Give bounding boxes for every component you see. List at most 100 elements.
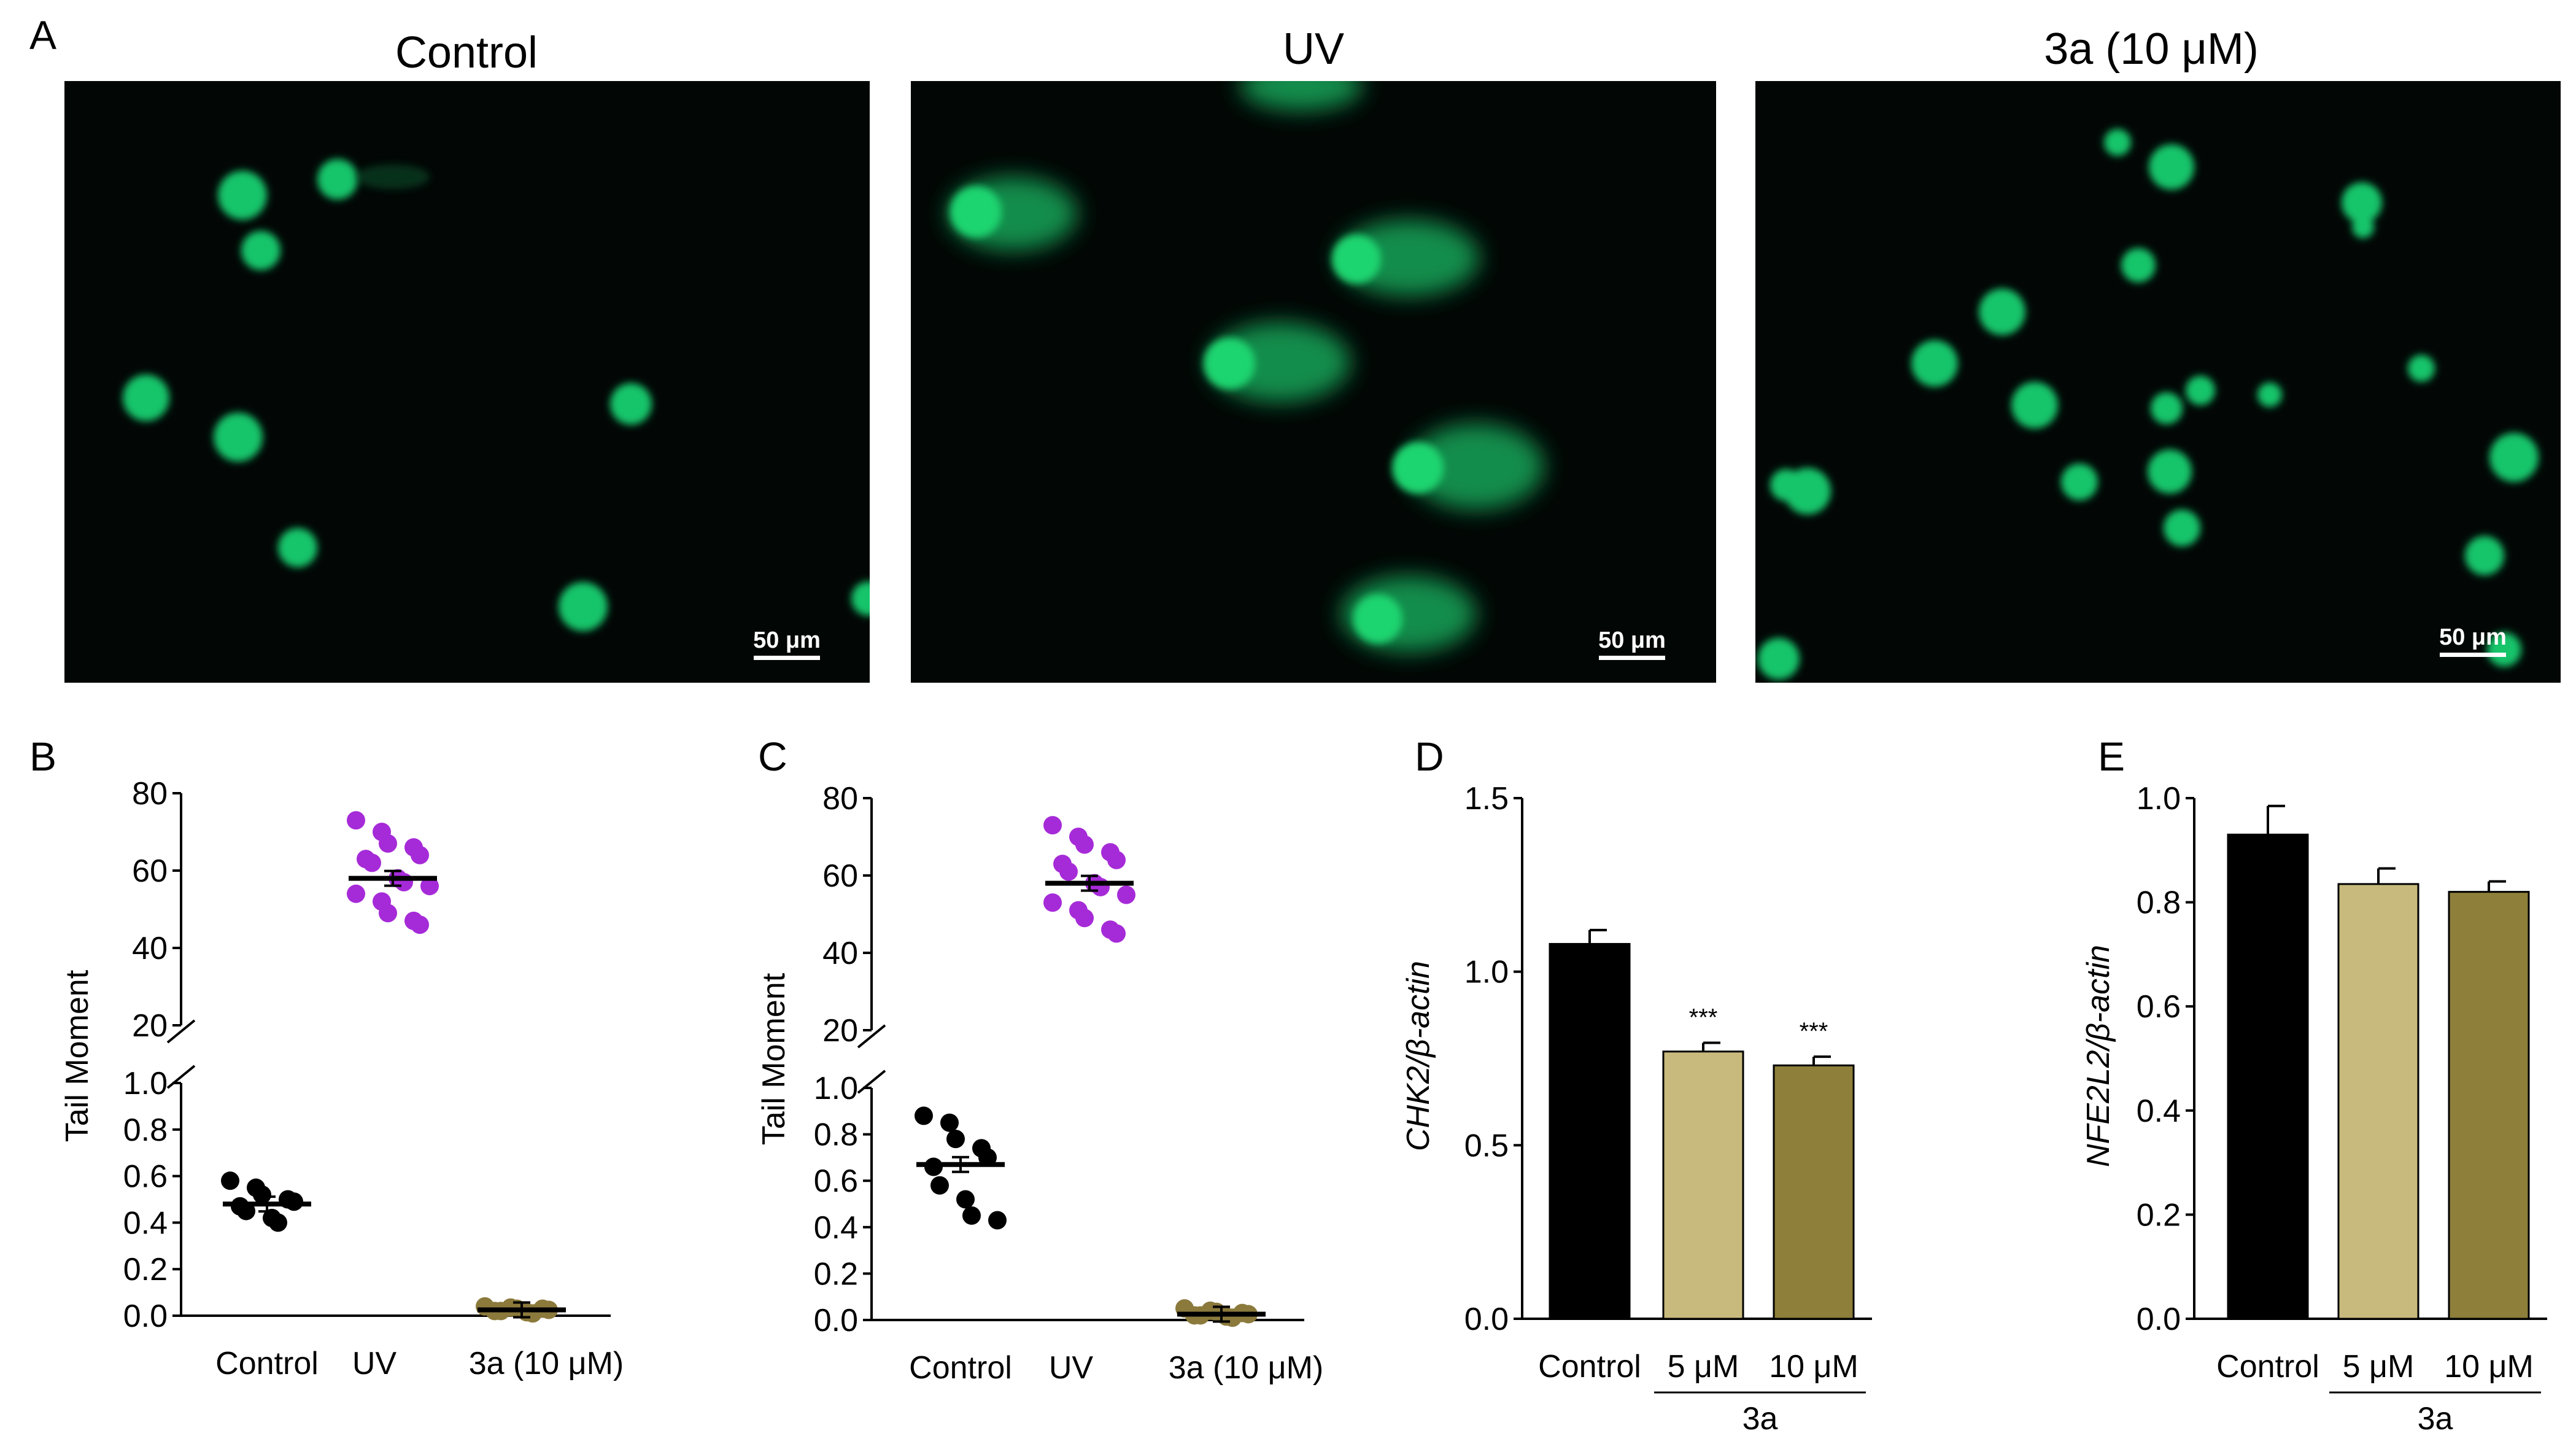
x-tick-label: 3a (10 μM) (1169, 1350, 1323, 1386)
micrograph-3a: 50 μm (1755, 81, 2561, 683)
data-point (379, 904, 397, 923)
y-tick-label: 80 (822, 781, 858, 817)
axis-break-mark (166, 1019, 196, 1044)
x-tick-label: 10 μM (2444, 1349, 2534, 1384)
y-tick-label: 0.8 (2137, 885, 2181, 921)
data-point (1075, 835, 1094, 854)
svg-text:50 μm: 50 μm (1598, 627, 1666, 653)
data-point (379, 834, 397, 853)
micrograph-title-uv: UV (1283, 25, 1344, 74)
x-tick-label: UV (352, 1346, 397, 1381)
y-tick-label: 60 (132, 853, 168, 889)
y-tick-label: 60 (822, 858, 858, 894)
scalebar: 50 μm (753, 627, 821, 660)
panel-label: E (2098, 734, 2125, 779)
nuclei (1758, 129, 2539, 680)
x-tick-label: UV (1049, 1350, 1094, 1386)
y-tick-label: 0.6 (123, 1159, 168, 1195)
y-tick-label: 0.0 (123, 1299, 168, 1334)
data-point (915, 1106, 933, 1125)
x-tick-label: Control (909, 1350, 1012, 1386)
data-point (253, 1185, 271, 1204)
significance-label: *** (1800, 1018, 1828, 1045)
y-tick-label: 0.8 (123, 1112, 168, 1148)
data-point (946, 1130, 965, 1149)
data-point (1117, 885, 1135, 904)
scatter-panel-b: B 0.0 0.2 0.4 0.6 0.8 1.0 20 40 60 80 Tail Moment Co… (29, 734, 624, 1381)
y-tick-label: 0.6 (814, 1163, 858, 1199)
y-tick-label: 1.5 (1464, 781, 1509, 817)
data-point (956, 1190, 975, 1209)
bar-panel-d: D 0.0 0.5 1.0 1.5 CHK2/β-actin Control *** 5 μM *… (1401, 734, 1872, 1437)
bar (1662, 1050, 1744, 1320)
y-axis-label: Tail Moment (60, 969, 95, 1142)
y-tick-label: 0.8 (814, 1117, 858, 1153)
data-point (411, 915, 429, 934)
data-point (1091, 877, 1110, 896)
panel-label: D (1415, 734, 1444, 779)
bar (2337, 883, 2419, 1320)
group-label: 3a (2418, 1401, 2453, 1437)
data-point (347, 811, 365, 830)
bar (1773, 1064, 1855, 1320)
x-tick-label: 10 μM (1769, 1349, 1859, 1384)
comet-heads (950, 186, 1444, 643)
nuclei (123, 159, 870, 631)
y-tick-label: 80 (132, 776, 168, 812)
micrograph-uv: 50 μm (911, 81, 1716, 683)
data-point (1107, 924, 1126, 943)
y-tick-label: 1.0 (2137, 781, 2181, 817)
y-tick-label: 0.2 (123, 1252, 168, 1287)
y-tick-label: 0.2 (2137, 1197, 2181, 1233)
data-point (524, 1304, 542, 1323)
data-point (988, 1211, 1007, 1230)
y-tick-label: 0.6 (2137, 989, 2181, 1025)
bar (1549, 942, 1631, 1320)
y-tick-label: 0.5 (1464, 1128, 1509, 1163)
scatter-panel-c: C 0.0 0.2 0.4 0.6 0.8 1.0 20 40 60 80 Tail Moment Co… (756, 734, 1323, 1386)
y-tick-label: 0.0 (2137, 1302, 2181, 1337)
scalebar: 50 μm (1598, 627, 1666, 660)
data-point (221, 1171, 239, 1190)
x-tick-label: 5 μM (2343, 1349, 2415, 1384)
micrograph-title-3a: 3a (10 μM) (2044, 25, 2259, 74)
y-tick-label: 20 (132, 1008, 168, 1044)
y-axis-label: NFE2L2/β-actin (2081, 945, 2116, 1167)
axis-break-mark (857, 1024, 886, 1049)
panel-label: B (29, 734, 56, 779)
y-tick-label: 0.4 (2137, 1093, 2181, 1129)
y-axis-label: CHK2/β-actin (1401, 961, 1436, 1151)
axis-break-mark (166, 1065, 196, 1089)
data-point (940, 1113, 959, 1132)
x-tick-label: 3a (10 μM) (469, 1346, 624, 1381)
svg-text:50 μm: 50 μm (753, 627, 821, 653)
y-tick-label: 0.0 (814, 1303, 858, 1338)
data-point (1043, 816, 1062, 835)
scalebar: 50 μm (2439, 624, 2507, 657)
panel-a-label: A (29, 12, 56, 58)
x-tick-label: Control (1538, 1349, 1641, 1384)
y-tick-label: 0.4 (814, 1210, 858, 1246)
y-tick-label: 20 (822, 1013, 858, 1049)
y-axis-label: Tail Moment (756, 973, 792, 1145)
y-tick-label: 1.0 (1464, 955, 1509, 990)
panel-label: C (758, 734, 787, 779)
data-point (347, 884, 365, 903)
data-point (1043, 893, 1062, 912)
x-tick-label: Control (2216, 1349, 2319, 1384)
data-point (962, 1206, 981, 1225)
y-tick-label: 1.0 (814, 1071, 858, 1106)
y-tick-label: 1.0 (123, 1066, 168, 1101)
y-tick-label: 40 (822, 936, 858, 971)
bar (2448, 891, 2530, 1320)
axis-break-mark (857, 1070, 886, 1094)
svg-text:50 μm: 50 μm (2439, 624, 2507, 650)
data-point (1075, 909, 1094, 928)
micrograph-control: 50 μm (64, 81, 870, 683)
data-point (930, 1176, 949, 1195)
x-tick-label: Control (215, 1346, 319, 1381)
data-point (411, 845, 429, 864)
y-tick-label: 0.0 (1464, 1302, 1509, 1337)
